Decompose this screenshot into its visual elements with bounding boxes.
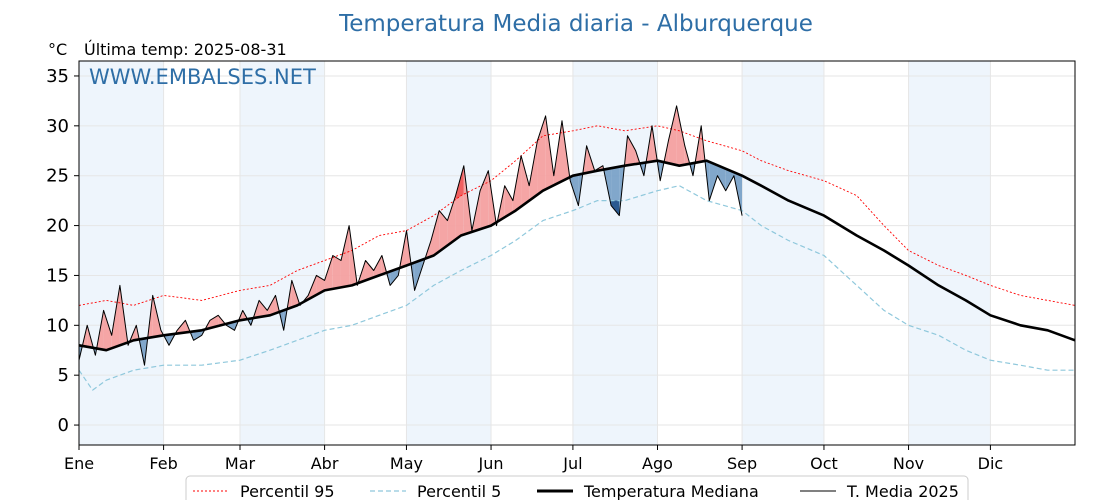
fill-above-44-0 — [439, 210, 448, 252]
ytick-label-35: 35 — [46, 66, 69, 87]
x-ticks: Ene Feb Mar Abr May Jun Jul Ago Sep Oct Nov Dic — [64, 445, 1003, 473]
xtick-label-Ene: Ene — [64, 454, 94, 473]
fill-above-30-0 — [324, 255, 333, 291]
ytick-label-0: 0 — [58, 415, 69, 436]
watermark: WWW.EMBALSES.NET — [89, 65, 316, 89]
fill-above-35-0 — [365, 260, 374, 281]
month-band-Ene — [79, 61, 164, 445]
fill-above-4-0 — [111, 285, 120, 349]
fill-above-3-0 — [103, 310, 112, 350]
ytick-label-20: 20 — [46, 216, 69, 237]
y-ticks: 0 5 10 15 20 25 30 35 — [46, 66, 79, 436]
month-band-Mar — [239, 61, 325, 445]
xtick-label-Abr: Abr — [311, 454, 339, 473]
month-band-Sep — [742, 61, 824, 445]
xtick-label-Jun: Jun — [478, 454, 504, 473]
fill-below-77-0 — [709, 161, 718, 201]
fill-above-67-0 — [627, 135, 636, 166]
fill-above-43-0 — [431, 210, 440, 257]
legend-current-label: T. Media 2025 — [846, 482, 959, 500]
fill-above-45-0 — [447, 195, 456, 246]
fill-above-55-0 — [529, 140, 538, 201]
month-band-May — [406, 61, 492, 445]
xtick-label-Nov: Nov — [893, 454, 924, 473]
fill-above-31-0 — [332, 255, 341, 289]
xtick-label-Ago: Ago — [642, 454, 673, 473]
fill-above-29-0 — [316, 275, 325, 295]
fill-above-12-0 — [177, 320, 186, 334]
fill-below-78-0 — [717, 165, 726, 191]
xtick-label-Dic: Dic — [978, 454, 1004, 473]
fill-above-22-0 — [259, 300, 268, 318]
series-lines — [78, 105, 1076, 391]
xtick-label-Mar: Mar — [225, 454, 256, 473]
xtick-label-Feb: Feb — [149, 454, 177, 473]
month-band-Jul — [572, 61, 658, 445]
fill-above-49-0 — [480, 170, 489, 230]
xtick-label-Oct: Oct — [810, 454, 838, 473]
month-band-Nov — [908, 61, 991, 445]
legend-p95-label: Percentil 95 — [240, 482, 335, 500]
ytick-label-5: 5 — [58, 365, 69, 386]
fill-above-36-0 — [373, 255, 382, 278]
fill-above-23-0 — [267, 295, 276, 316]
month-bands — [79, 61, 991, 445]
y-axis-unit: °C — [48, 40, 67, 59]
ytick-label-25: 25 — [46, 166, 69, 187]
xtick-label-Jul: Jul — [562, 454, 582, 473]
last-temp-label: Última temp: 2025-08-31 — [84, 40, 287, 59]
fill-above-52-0 — [504, 185, 513, 218]
plot-frame — [78, 60, 1076, 446]
fill-below-79-0 — [725, 168, 734, 191]
series-line-median — [78, 159, 1076, 352]
fill-above-32-0 — [340, 225, 350, 288]
fill-below-14-0 — [193, 330, 202, 341]
xtick-label-Sep: Sep — [727, 454, 757, 473]
fill-above-16-0 — [209, 315, 219, 329]
ytick-label-30: 30 — [46, 116, 69, 137]
ytick-label-10: 10 — [46, 315, 69, 336]
fill-below-38-0 — [390, 268, 399, 286]
xtick-label-May: May — [390, 454, 423, 473]
fill-above-72-0 — [668, 105, 677, 166]
series-line-p5 — [78, 185, 1075, 391]
fill-extreme-low-65 — [611, 200, 620, 216]
legend-median-label: Temperatura Mediana — [583, 482, 759, 500]
series-line-current — [78, 105, 743, 366]
ytick-label-15: 15 — [46, 265, 69, 286]
legend: Percentil 95 Percentil 5 Temperatura Med… — [185, 475, 969, 500]
fill-above-54-0 — [521, 155, 530, 207]
fill-above-73-0 — [676, 105, 685, 166]
series-line-p95 — [78, 125, 1076, 306]
legend-p5-label: Percentil 5 — [417, 482, 501, 500]
chart-title: Temperatura Media diaria - Alburquerque — [338, 11, 813, 37]
